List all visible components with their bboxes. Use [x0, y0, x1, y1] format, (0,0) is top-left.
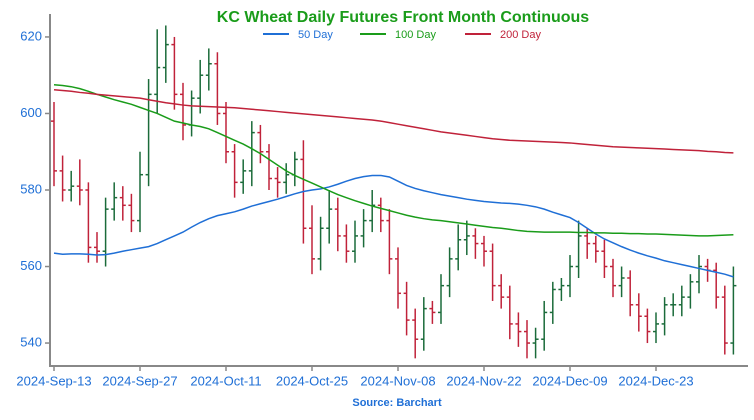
x-tick-label: 2024-Oct-25 — [276, 373, 348, 388]
y-tick-label: 560 — [20, 258, 42, 273]
chart-title: KC Wheat Daily Futures Front Month Conti… — [217, 9, 590, 26]
y-tick-label: 620 — [20, 28, 42, 43]
y-tick-label: 540 — [20, 334, 42, 349]
moving-average-line — [53, 84, 734, 237]
x-tick-label: 2024-Sep-27 — [102, 373, 177, 388]
legend-label: 200 Day — [500, 29, 541, 41]
y-tick-label: 600 — [20, 105, 42, 120]
legend-label: 100 Day — [395, 29, 436, 41]
x-tick-label: 2024-Dec-09 — [532, 373, 607, 388]
y-tick-label: 580 — [20, 181, 42, 196]
x-tick-label: 2024-Dec-23 — [618, 373, 693, 388]
moving-average-line — [53, 89, 734, 154]
moving-average-line — [53, 174, 734, 278]
x-tick-label: 2024-Nov-08 — [360, 373, 435, 388]
x-tick-label: 2024-Oct-11 — [190, 373, 261, 388]
x-tick-label: 2024-Nov-22 — [446, 373, 521, 388]
legend-label: 50 Day — [298, 29, 333, 41]
source: Source: Barchart — [352, 397, 442, 409]
x-tick-label: 2024-Sep-13 — [16, 373, 91, 388]
